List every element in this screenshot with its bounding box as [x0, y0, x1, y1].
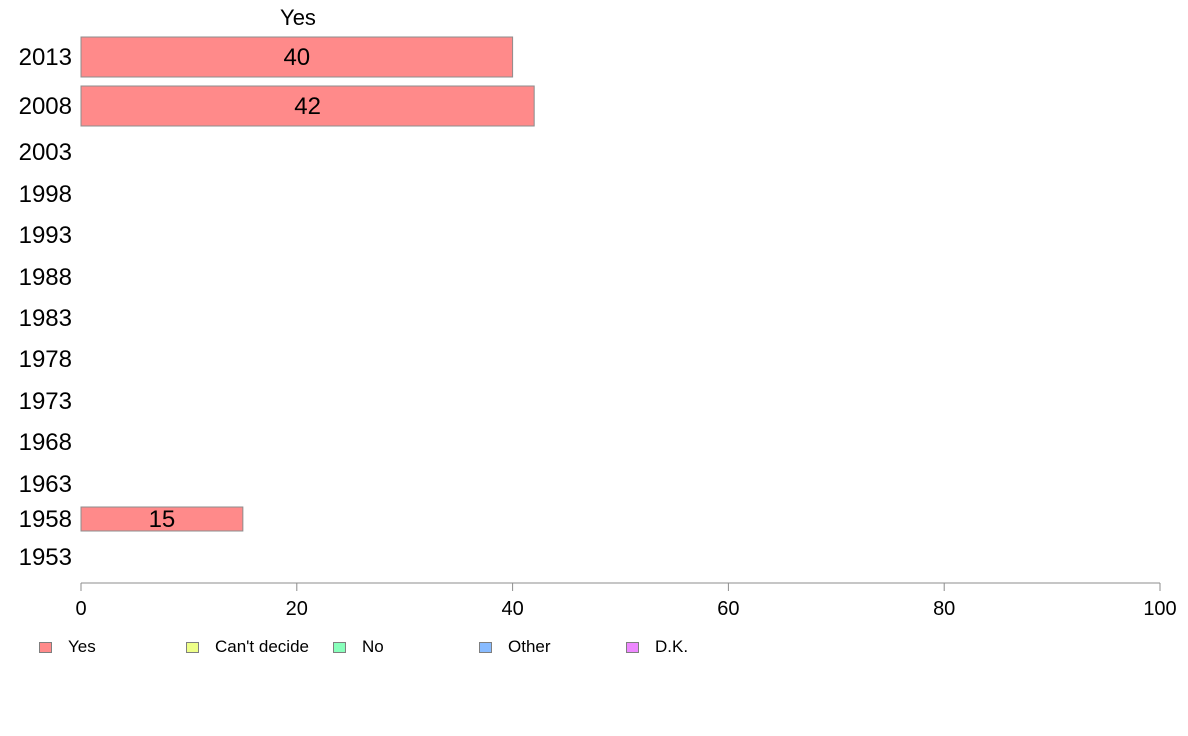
x-tick-label-40: 40: [501, 598, 523, 620]
category-label-2003: 2003: [19, 139, 72, 166]
category-label-1998: 1998: [19, 181, 72, 208]
legend-item-other: Other: [479, 636, 551, 658]
legend-item-cant-decide: Can't decide: [186, 636, 309, 658]
bar-value-label-2008: 42: [294, 93, 321, 120]
legend-label-cant-decide: Can't decide: [215, 637, 309, 656]
legend-label-yes: Yes: [68, 637, 96, 656]
bar-yes-2013: [80, 36, 514, 78]
x-tick-label-80: 80: [933, 598, 955, 620]
category-label-2008: 2008: [19, 93, 72, 120]
legend-label-dk: D.K.: [655, 637, 689, 656]
legend-swatch-no: [333, 641, 346, 653]
legend-item-no: No: [333, 636, 384, 658]
category-label-1988: 1988: [19, 264, 72, 291]
x-tick-label-0: 0: [75, 598, 86, 620]
legend-label-other: Other: [508, 637, 551, 656]
category-label-1953: 1953: [19, 544, 72, 571]
bar-value-label-1958: 15: [149, 506, 176, 533]
category-label-1983: 1983: [19, 305, 72, 332]
category-label-1968: 1968: [19, 429, 72, 456]
category-label-1993: 1993: [19, 222, 72, 249]
legend: Yes Can't decide No Other D.K.: [0, 636, 1188, 660]
category-label-1973: 1973: [19, 388, 72, 415]
legend-swatch-yes: [39, 641, 52, 653]
x-tick-label-100: 100: [1143, 598, 1176, 620]
column-label-yes: Yes: [280, 5, 316, 30]
legend-swatch-cant-decide: [186, 641, 199, 653]
legend-swatch-dk: [626, 641, 639, 653]
category-label-1963: 1963: [19, 471, 72, 498]
x-tick-label-20: 20: [286, 598, 308, 620]
legend-label-no: No: [362, 637, 384, 656]
category-label-1958: 1958: [19, 506, 72, 533]
bar-value-label-2013: 40: [283, 44, 310, 71]
x-tick-label-60: 60: [717, 598, 739, 620]
legend-swatch-other: [479, 641, 492, 653]
bar-yes-2008: [80, 85, 535, 127]
category-label-1978: 1978: [19, 346, 72, 373]
legend-item-dk: D.K.: [626, 636, 688, 658]
bar-chart: Yes 2013 2008 2003 1998 1993 1988 1983 1978 1973…: [19, 5, 1177, 620]
legend-item-yes: Yes: [39, 636, 96, 658]
category-label-2013: 2013: [19, 44, 72, 71]
bar-yes-1958: [80, 506, 244, 532]
